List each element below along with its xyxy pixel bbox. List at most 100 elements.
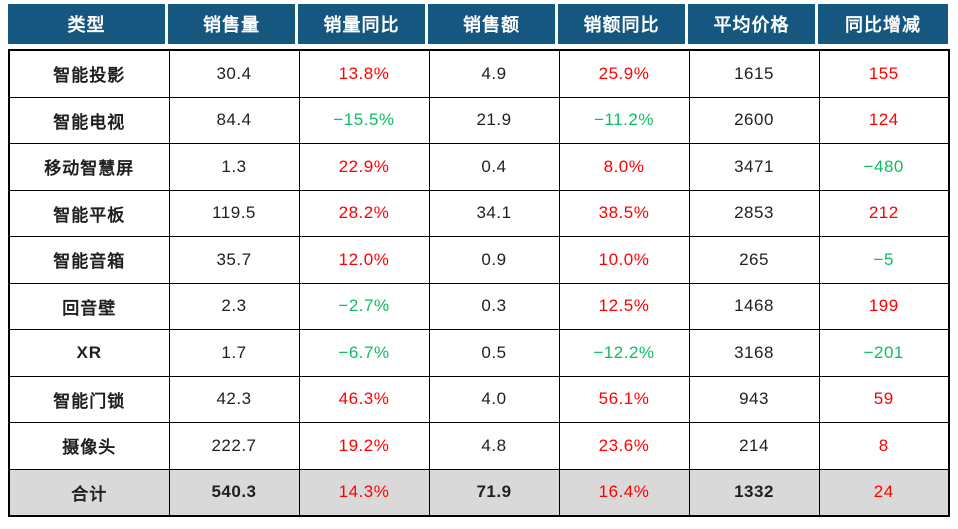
cell-value: 71.9	[476, 482, 512, 502]
table-cell: 124	[818, 96, 950, 144]
table-cell: 1332	[688, 468, 820, 517]
header-cell-yoy-change: 同比增减	[818, 4, 948, 44]
table-cell: −11.2%	[558, 96, 690, 144]
table-cell: 28.2%	[298, 189, 430, 237]
table-cell: 38.5%	[558, 189, 690, 237]
table-cell: 21.9	[428, 96, 560, 144]
table-cell: 30.4	[168, 49, 300, 98]
cell-value: −12.2%	[593, 342, 655, 362]
table-cell: 12.5%	[558, 282, 690, 330]
table-body: 智能投影 30.4 13.8% 4.9 25.9% 1615 155 智能电视 …	[8, 49, 950, 517]
header-cell-sales-volume: 销售量	[168, 4, 298, 44]
table-cell: 4.0	[428, 375, 560, 423]
cell-value: 1468	[734, 296, 774, 316]
cell-value: 1.7	[221, 342, 247, 362]
cell-value: −201	[863, 342, 904, 362]
cell-value: 10.0%	[598, 249, 650, 269]
table-cell: −12.2%	[558, 329, 690, 377]
header-cell-amount-yoy: 销额同比	[558, 4, 688, 44]
table-cell: 2.3	[168, 282, 300, 330]
table-cell: −15.5%	[298, 96, 430, 144]
table-cell: 943	[688, 375, 820, 423]
table-cell: 222.7	[168, 422, 300, 470]
row-label: 智能电视	[8, 96, 170, 144]
row-label: 智能门锁	[8, 375, 170, 423]
table-cell: 265	[688, 236, 820, 284]
cell-value: 16.4%	[598, 482, 650, 502]
cell-value: 23.6%	[598, 435, 650, 455]
cell-value: 12.0%	[338, 249, 390, 269]
cell-value: 34.1	[476, 203, 512, 223]
table-cell: 59	[818, 375, 950, 423]
table-cell: 56.1%	[558, 375, 690, 423]
cell-value: 56.1%	[598, 389, 650, 409]
cell-value: 3168	[734, 342, 774, 362]
table-row: 摄像头 222.7 19.2% 4.8 23.6% 214 8	[8, 422, 950, 470]
cell-value: 4.8	[481, 435, 507, 455]
cell-value: −6.7%	[338, 342, 390, 362]
cell-value: 0.9	[481, 249, 507, 269]
cell-value: 4.0	[481, 389, 507, 409]
cell-value: 222.7	[211, 435, 257, 455]
cell-value: 19.2%	[338, 435, 390, 455]
table-row: 移动智慧屏 1.3 22.9% 0.4 8.0% 3471 −480	[8, 143, 950, 191]
table-cell: 0.5	[428, 329, 560, 377]
table-row: 智能门锁 42.3 46.3% 4.0 56.1% 943 59	[8, 375, 950, 423]
cell-value: −480	[863, 156, 904, 176]
table-cell: 540.3	[168, 468, 300, 517]
cell-value: 4.9	[481, 63, 507, 83]
table-cell: 13.8%	[298, 49, 430, 98]
table-cell: 2853	[688, 189, 820, 237]
cell-value: 84.4	[216, 110, 252, 130]
cell-value: −5	[873, 249, 894, 269]
table-cell: 46.3%	[298, 375, 430, 423]
table-cell: 0.4	[428, 143, 560, 191]
header-cell-volume-yoy: 销量同比	[298, 4, 428, 44]
cell-value: 2853	[734, 203, 774, 223]
cell-value: 8	[878, 435, 889, 455]
table-cell: 25.9%	[558, 49, 690, 98]
table-cell: 2600	[688, 96, 820, 144]
table-cell: 3168	[688, 329, 820, 377]
cell-value: 12.5%	[598, 296, 650, 316]
cell-value: 0.5	[481, 342, 507, 362]
row-label: 智能投影	[8, 49, 170, 98]
table-cell: 1468	[688, 282, 820, 330]
table-row: 智能音箱 35.7 12.0% 0.9 10.0% 265 −5	[8, 236, 950, 284]
table-cell: 10.0%	[558, 236, 690, 284]
row-label: 智能平板	[8, 189, 170, 237]
cell-value: 0.3	[481, 296, 507, 316]
table-cell: 155	[818, 49, 950, 98]
cell-value: 265	[739, 249, 769, 269]
row-label: XR	[8, 329, 170, 377]
table-cell: 8.0%	[558, 143, 690, 191]
cell-value: 540.3	[211, 482, 257, 502]
cell-value: 59	[873, 389, 894, 409]
row-label: 合计	[8, 468, 170, 517]
cell-value: 28.2%	[338, 203, 390, 223]
table-cell: 35.7	[168, 236, 300, 284]
table-cell: −5	[818, 236, 950, 284]
cell-value: 24	[873, 482, 894, 502]
cell-value: 0.4	[481, 156, 507, 176]
table-cell: −201	[818, 329, 950, 377]
table-row-total: 合计 540.3 14.3% 71.9 16.4% 1332 24	[8, 468, 950, 517]
cell-value: 25.9%	[598, 63, 650, 83]
cell-value: 119.5	[212, 203, 256, 223]
table-row: 回音壁 2.3 −2.7% 0.3 12.5% 1468 199	[8, 282, 950, 330]
cell-value: 1615	[734, 63, 774, 83]
cell-value: 212	[868, 203, 899, 223]
cell-value: 42.3	[216, 389, 252, 409]
header-cell-type: 类型	[8, 4, 168, 44]
cell-value: 14.3%	[338, 482, 390, 502]
row-label: 移动智慧屏	[8, 143, 170, 191]
cell-value: 943	[739, 389, 769, 409]
table-cell: −6.7%	[298, 329, 430, 377]
table-cell: 212	[818, 189, 950, 237]
cell-value: 21.9	[476, 110, 512, 130]
table-cell: 16.4%	[558, 468, 690, 517]
table-row: 智能平板 119.5 28.2% 34.1 38.5% 2853 212	[8, 189, 950, 237]
table-cell: 214	[688, 422, 820, 470]
table-cell: 24	[818, 468, 950, 517]
table-cell: 71.9	[428, 468, 560, 517]
